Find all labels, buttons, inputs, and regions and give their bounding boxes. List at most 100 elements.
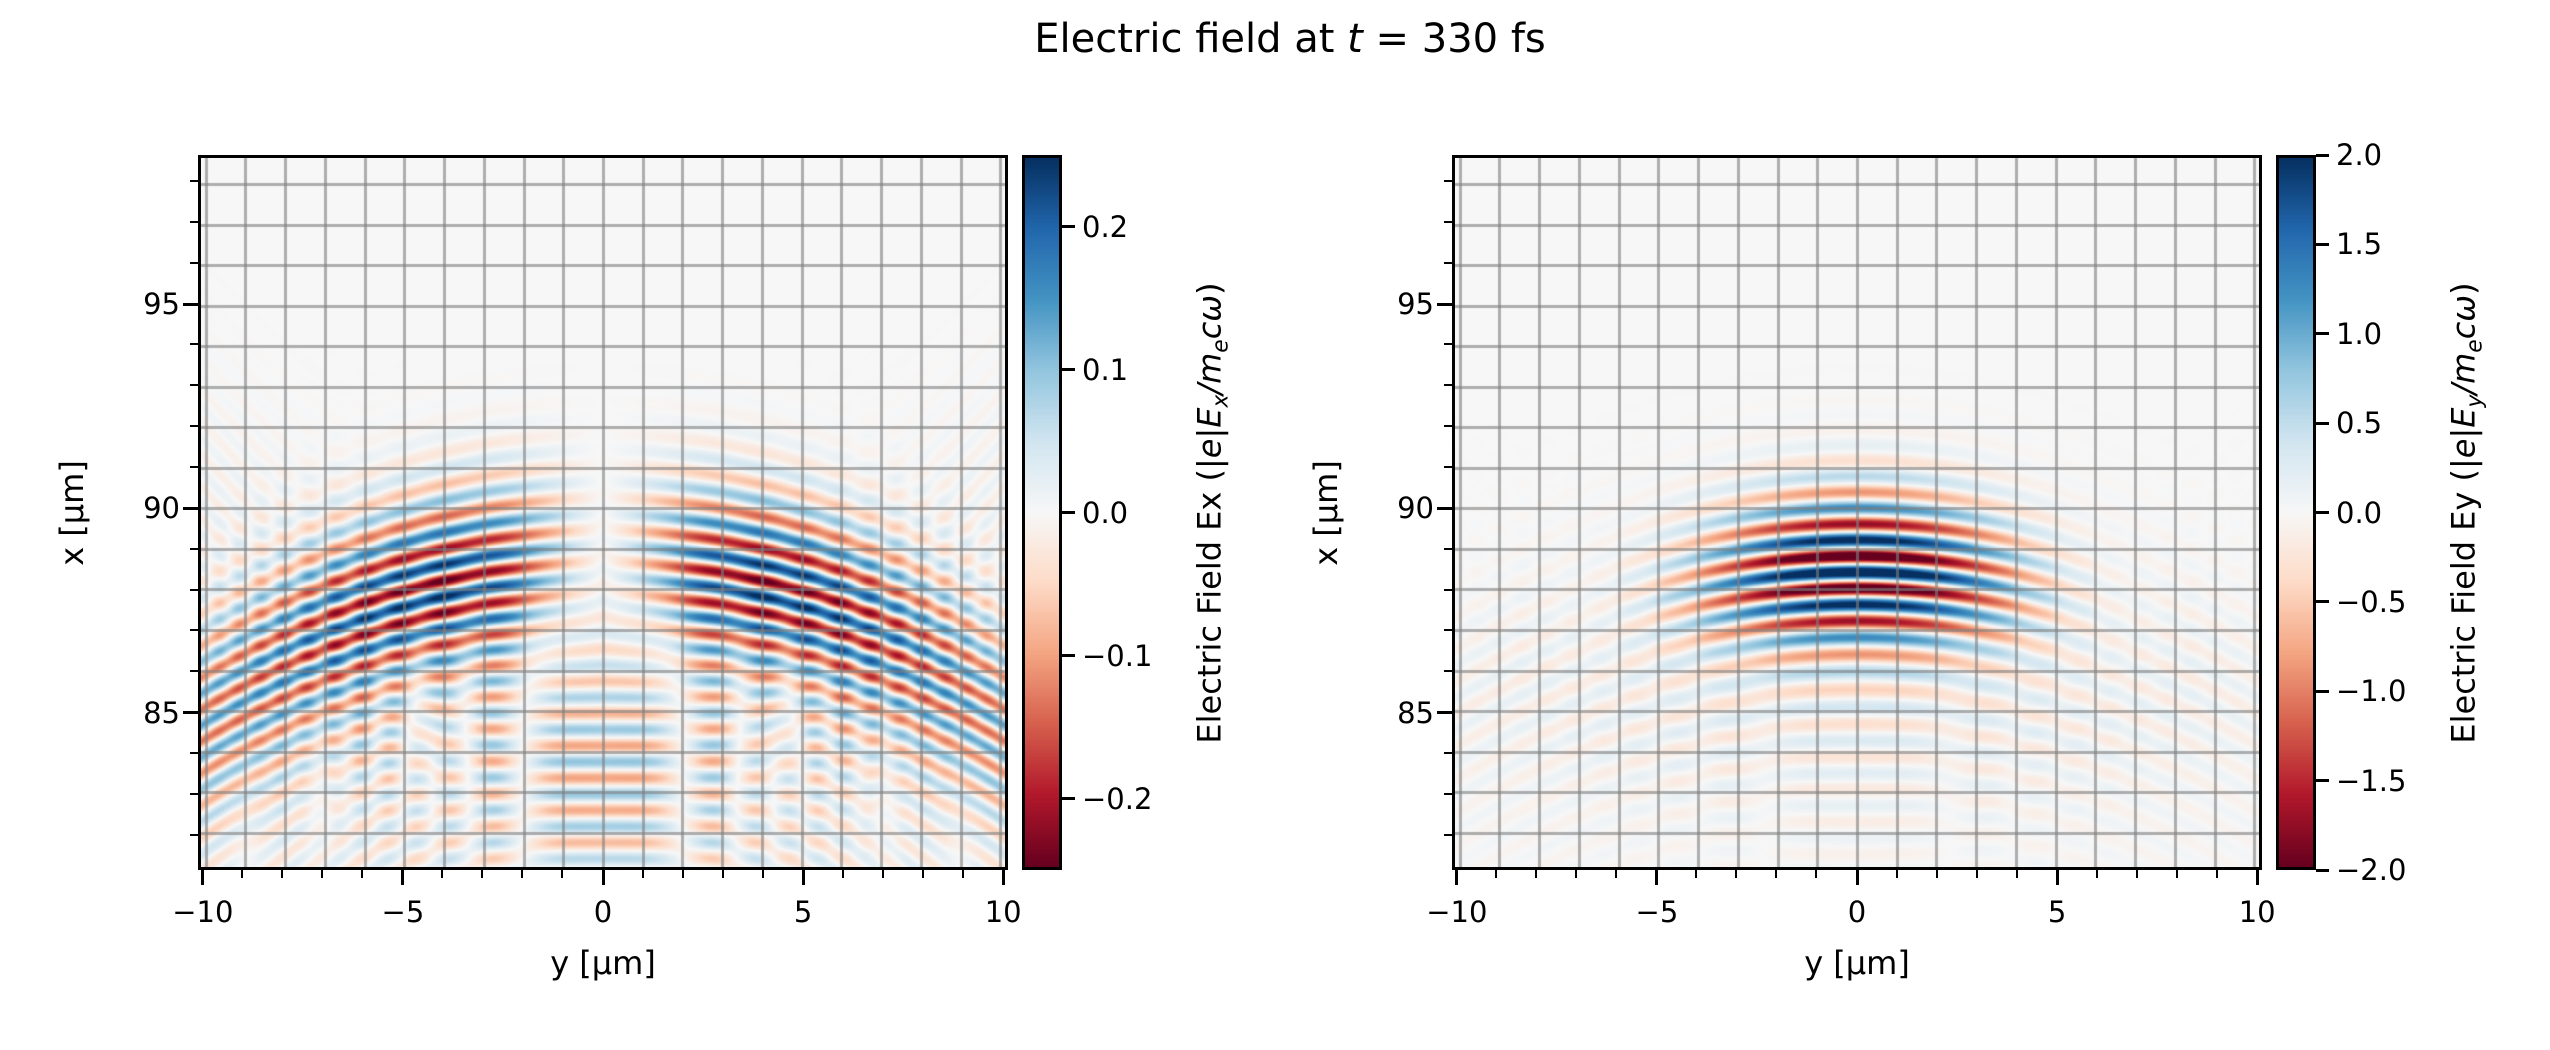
y-minor-tick [190,384,198,387]
colorbar-tick [1062,797,1075,800]
y-minor-tick [1444,629,1452,632]
x-major-tick [1001,870,1005,885]
y-minor-tick [190,466,198,469]
colorbar-ex-label: Electric Field Ex (|e|Ex/mecω) [1190,281,1234,744]
y-minor-tick [1444,670,1452,673]
y-major-tick [1437,711,1452,715]
colorbar-tick-label: 0.5 [2336,406,2383,441]
x-minor-tick [241,870,244,878]
y-minor-tick [1444,384,1452,387]
colorbar-tick [1062,368,1075,371]
y-minor-tick [190,752,198,755]
y-minor-tick [1444,425,1452,428]
colorbar-ey-bar [2276,155,2316,870]
colorbar-tick-label: 0.2 [1082,209,1129,244]
figure-title: Electric field at t = 330 fs [1034,16,1546,62]
y-minor-tick [190,588,198,591]
colorbar-tick-label: 1.5 [2336,227,2383,262]
plot-area-ex [198,155,1008,870]
x-minor-tick [1695,870,1698,878]
y-major-tick [1437,506,1452,510]
y-minor-tick [190,343,198,346]
x-tick-label: −10 [1426,895,1488,929]
colorbar-tick [2316,242,2329,246]
x-minor-tick [921,870,924,878]
y-minor-tick [190,220,198,223]
x-minor-tick [1895,870,1898,878]
heatmap-ey-canvas [1455,158,2259,867]
x-minor-tick [1495,870,1498,878]
y-minor-tick [190,261,198,264]
x-tick-label: 5 [793,895,813,929]
x-minor-tick [2215,870,2218,878]
y-minor-tick [190,180,198,183]
x-major-tick [401,870,405,885]
y-minor-tick [1444,343,1452,346]
x-major-tick [2255,870,2259,885]
colorbar-tick [2316,332,2329,336]
colorbar-tick [2316,779,2329,783]
x-tick-label: 5 [2047,895,2067,929]
x-minor-tick [961,870,964,878]
x-major-tick [601,870,605,885]
x-minor-tick [1735,870,1738,878]
y-minor-tick [190,547,198,550]
colorbar-tick [1062,511,1075,514]
x-minor-tick [521,870,524,878]
x-tick-label: −5 [381,895,425,929]
x-minor-tick [1775,870,1778,878]
x-minor-tick [2175,870,2178,878]
x-minor-tick [321,870,324,878]
x-major-tick [1855,870,1859,885]
colorbar-tick-label: −1.5 [2336,763,2407,798]
x-minor-tick [441,870,444,878]
y-minor-tick [190,792,198,795]
colorbar-tick [2316,421,2329,425]
y-minor-tick [1444,466,1452,469]
x-minor-tick [361,870,364,878]
colorbar-tick [2316,153,2329,157]
colorbar-tick-label: 2.0 [2336,138,2383,172]
x-major-tick [801,870,805,885]
x-minor-tick [1615,870,1618,878]
y-minor-tick [190,670,198,673]
y-minor-tick [1444,588,1452,591]
x-minor-tick [2135,870,2138,878]
y-axis-label-ey: x [μm] [1307,459,1345,566]
x-major-tick [1455,870,1459,885]
colorbar-tick [1062,225,1075,228]
x-minor-tick [1815,870,1818,878]
colorbar-tick [2316,689,2329,693]
x-minor-tick [281,870,284,878]
x-minor-tick [561,870,564,878]
y-axis-label-ex: x [μm] [53,459,91,566]
colorbar-ex: Electric Field Ex (|e|Ex/mecω) 0.2 0.1 0.0… [1022,155,1233,870]
colorbar-ex-canvas [1025,158,1059,867]
colorbar-tick [2316,868,2329,872]
x-minor-tick [721,870,724,878]
y-tick-label: 95 [1397,287,1434,322]
colorbar-tick [1062,654,1075,657]
x-minor-tick [481,870,484,878]
y-minor-tick [1444,792,1452,795]
colorbar-tick-label: −1.0 [2336,674,2407,709]
x-minor-tick [1935,870,1938,878]
x-tick-label: −10 [172,895,234,929]
y-minor-tick [190,833,198,836]
y-minor-tick [1444,261,1452,264]
y-tick-label: 95 [143,287,180,322]
x-major-tick [2055,870,2059,885]
y-tick-label: 85 [1397,695,1434,730]
colorbar-ex-bar [1022,155,1062,870]
axes-ey: y [μm] x [μm] −10 −5 0 5 10 95 90 85 [1307,155,2276,982]
y-minor-tick [1444,752,1452,755]
x-tick-label: 0 [593,895,613,929]
y-minor-tick [1444,180,1452,183]
colorbar-tick [2316,600,2329,604]
y-major-tick [183,302,198,306]
colorbar-tick-label: −0.5 [2336,584,2407,619]
colorbar-tick-label: 0.1 [1082,352,1129,387]
x-minor-tick [681,870,684,878]
colorbar-tick-label: 0.0 [2336,495,2383,530]
